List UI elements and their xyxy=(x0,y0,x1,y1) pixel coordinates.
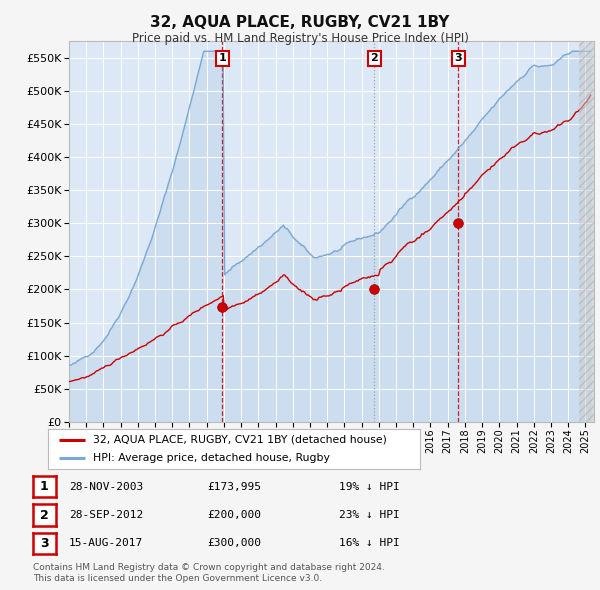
Text: 15-AUG-2017: 15-AUG-2017 xyxy=(69,539,143,548)
Text: This data is licensed under the Open Government Licence v3.0.: This data is licensed under the Open Gov… xyxy=(33,573,322,583)
Text: 1: 1 xyxy=(40,480,49,493)
Text: 3: 3 xyxy=(455,54,462,63)
Text: 19% ↓ HPI: 19% ↓ HPI xyxy=(339,482,400,491)
Text: 32, AQUA PLACE, RUGBY, CV21 1BY (detached house): 32, AQUA PLACE, RUGBY, CV21 1BY (detache… xyxy=(92,435,386,445)
Text: £300,000: £300,000 xyxy=(207,539,261,548)
Text: 2: 2 xyxy=(370,54,378,63)
Text: 3: 3 xyxy=(40,537,49,550)
Text: Contains HM Land Registry data © Crown copyright and database right 2024.: Contains HM Land Registry data © Crown c… xyxy=(33,563,385,572)
Text: 28-NOV-2003: 28-NOV-2003 xyxy=(69,482,143,491)
Text: £173,995: £173,995 xyxy=(207,482,261,491)
Text: 32, AQUA PLACE, RUGBY, CV21 1BY: 32, AQUA PLACE, RUGBY, CV21 1BY xyxy=(151,15,449,30)
Text: 16% ↓ HPI: 16% ↓ HPI xyxy=(339,539,400,548)
Text: 2: 2 xyxy=(40,509,49,522)
Text: 23% ↓ HPI: 23% ↓ HPI xyxy=(339,510,400,520)
Text: 1: 1 xyxy=(218,54,226,63)
Text: £200,000: £200,000 xyxy=(207,510,261,520)
Text: Price paid vs. HM Land Registry's House Price Index (HPI): Price paid vs. HM Land Registry's House … xyxy=(131,32,469,45)
Text: 28-SEP-2012: 28-SEP-2012 xyxy=(69,510,143,520)
Text: HPI: Average price, detached house, Rugby: HPI: Average price, detached house, Rugb… xyxy=(92,453,329,463)
